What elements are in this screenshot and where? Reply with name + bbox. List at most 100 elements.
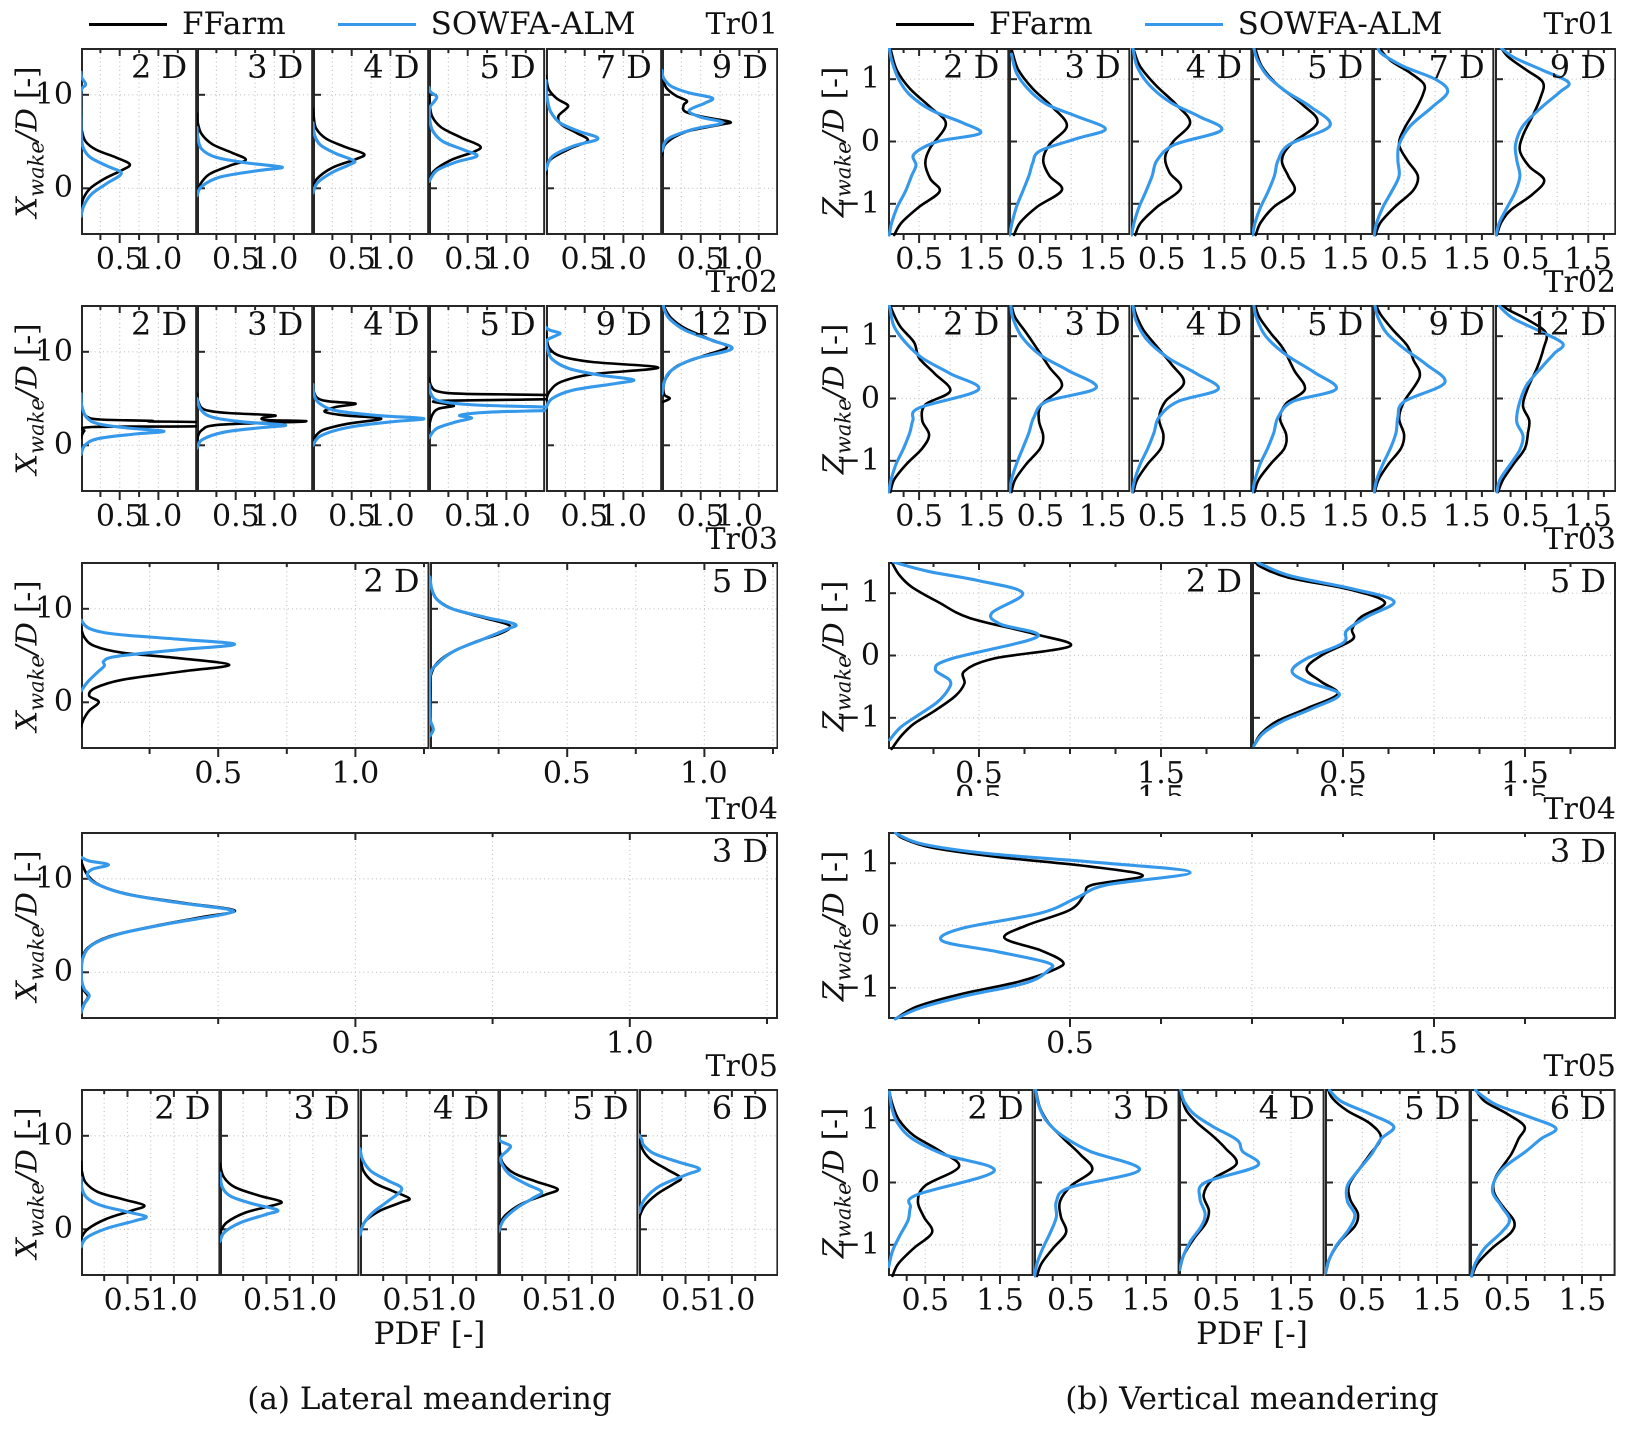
subplot-border — [499, 1089, 639, 1276]
x-tick-label: 0.5 — [382, 1283, 431, 1318]
subplot-canvas — [661, 305, 778, 500]
panel-vertical-meandering: PDF [-] (b) Vertical meandering FFarm SO… — [817, 0, 1633, 1431]
distance-label: 3 D — [1549, 832, 1606, 870]
subplot-canvas — [1130, 48, 1252, 243]
sowfa-curve — [429, 382, 546, 440]
subplot: 4 D 0.5 1.0 — [313, 305, 430, 533]
subplot-border — [888, 305, 1010, 492]
ffarm-curve — [890, 562, 1073, 751]
subplot: 4 D 0.5 1.5 — [1130, 305, 1252, 533]
distance-label: 3 D — [1064, 305, 1121, 343]
distance-label: 5 D — [479, 305, 536, 343]
subplot-border — [1251, 48, 1374, 235]
subplot-border — [1009, 48, 1131, 235]
distance-label: 7 D — [1428, 48, 1485, 86]
subplot-border — [313, 48, 430, 235]
x-tick-label: 0.5 — [103, 1283, 152, 1318]
distance-label: 4 D — [363, 305, 420, 343]
sowfa-curve — [1130, 48, 1224, 237]
subplot: 4 D 0.5 1.5 — [1179, 1089, 1325, 1317]
sowfa-curve — [1009, 305, 1099, 494]
x-tick-labels: 0.5 1.0 — [81, 1285, 220, 1319]
subplot-canvas — [888, 48, 1010, 243]
subplot-border — [429, 48, 546, 235]
x-tick-label: 1.5 — [1137, 756, 1185, 791]
y-tick-label: 0 — [860, 907, 880, 943]
legend-line-icon — [89, 22, 167, 26]
distance-label: 4 D — [1185, 305, 1242, 343]
x-tick-label: 1.5 — [957, 242, 1006, 277]
subplot-canvas — [499, 1089, 639, 1284]
x-tick-label: 0.5 — [243, 1283, 291, 1318]
subplot-canvas — [1494, 48, 1616, 243]
sowfa-curve — [1373, 305, 1447, 494]
x-tick-label: 1.5 — [976, 1283, 1024, 1318]
distance-label: 5 D — [1549, 562, 1606, 600]
sowfa-curve — [888, 48, 983, 237]
x-tick-label: 1.5 — [1442, 499, 1491, 534]
distance-label: 5 D — [711, 562, 768, 600]
x-tick-label: 0.5 — [1380, 499, 1429, 534]
distance-label: 5 D — [479, 48, 536, 86]
subplot: 3 D 0.5 1.5 — [1009, 48, 1131, 276]
x-tick-label: 1.0 — [483, 242, 531, 277]
x-tick-labels: 0.5 1.0 — [639, 1285, 778, 1319]
ffarm-curve — [1496, 305, 1548, 494]
x-tick-label: 0.5 — [1259, 242, 1307, 277]
subplot: 3 D 0.5 1.5 — [1033, 1089, 1180, 1317]
legend-item: FFarm — [896, 6, 1093, 42]
ffarm-curve — [197, 392, 308, 441]
subplot: 2 D 0.5 1.0 — [81, 305, 198, 533]
distance-label: 6 D — [711, 1089, 768, 1127]
x-tick-label: 0.5 — [1016, 242, 1065, 277]
x-tick-label: 0.5 — [1319, 782, 1367, 796]
sowfa-curve — [81, 855, 236, 1015]
y-tick-label: 0 — [53, 427, 73, 463]
x-tick-label: 1.5 — [957, 499, 1006, 534]
subplot: 2 D 0.5 1.5 — [888, 1089, 1034, 1317]
subplot: 9 D 0.5 1.5 — [1494, 48, 1616, 276]
x-tick-labels: 0.5 1.5 — [1009, 501, 1130, 535]
sowfa-curve — [1494, 48, 1571, 237]
row-plots: 3 D 0.5 1.5 — [888, 832, 1616, 1060]
sowfa-curve — [638, 1133, 701, 1214]
subplot: 2 D 0.5 1.5 — [888, 562, 1252, 790]
legend-line-icon — [337, 22, 416, 26]
y-tick-label: 10 — [34, 860, 73, 896]
subplot-border — [1033, 1089, 1180, 1276]
x-axis-label: PDF [-] — [373, 1316, 486, 1352]
x-tick-label: 0.5 — [444, 242, 493, 277]
subplot-canvas — [1324, 1089, 1471, 1284]
distance-label: 2 D — [1185, 562, 1242, 600]
x-tick-label: 0.5 — [1259, 499, 1307, 534]
x-tick-labels: 0.5 1.5 — [888, 1028, 1616, 1062]
subplot: 2 D 0.5 1.0 — [81, 48, 198, 276]
legend-label: SOWFA-ALM — [430, 6, 636, 42]
row-title: Tr05 — [1543, 1049, 1616, 1084]
sowfa-curve — [1373, 48, 1450, 237]
subplot-canvas — [638, 1089, 778, 1284]
x-tick-labels: 0.5 1.0 — [360, 1285, 499, 1319]
distance-label: 9 D — [595, 305, 652, 343]
x-tick-labels: 0.5 1.5 — [1131, 501, 1252, 535]
x-tick-label: 0.5 — [1338, 1283, 1386, 1318]
subplot-border — [545, 48, 662, 235]
subplot-border — [1252, 562, 1616, 749]
x-tick-label: 1.0 — [331, 756, 380, 791]
y-tick-label: 0 — [860, 1164, 880, 1200]
x-tick-label: 0.5 — [955, 756, 1003, 791]
x-tick-labels: 0.5 1.0 — [197, 501, 313, 535]
y-tick-label: 1 — [860, 318, 880, 354]
x-tick-label: 1.0 — [605, 1026, 654, 1061]
sowfa-curve — [1324, 1089, 1396, 1275]
subplot-border — [1470, 1089, 1616, 1276]
subplot-canvas — [1130, 305, 1252, 500]
subplot: 5 D 0.5 1.5 — [1251, 48, 1374, 276]
y-tick-label: 1 — [860, 61, 880, 97]
ffarm-curve — [81, 626, 231, 728]
ffarm-curve — [81, 856, 237, 1014]
sowfa-curve — [545, 79, 600, 172]
x-tick-labels: 0.5 1.0 — [662, 244, 778, 278]
sowfa-curve — [1009, 52, 1108, 237]
x-tick-label: 1.5 — [1200, 499, 1248, 534]
